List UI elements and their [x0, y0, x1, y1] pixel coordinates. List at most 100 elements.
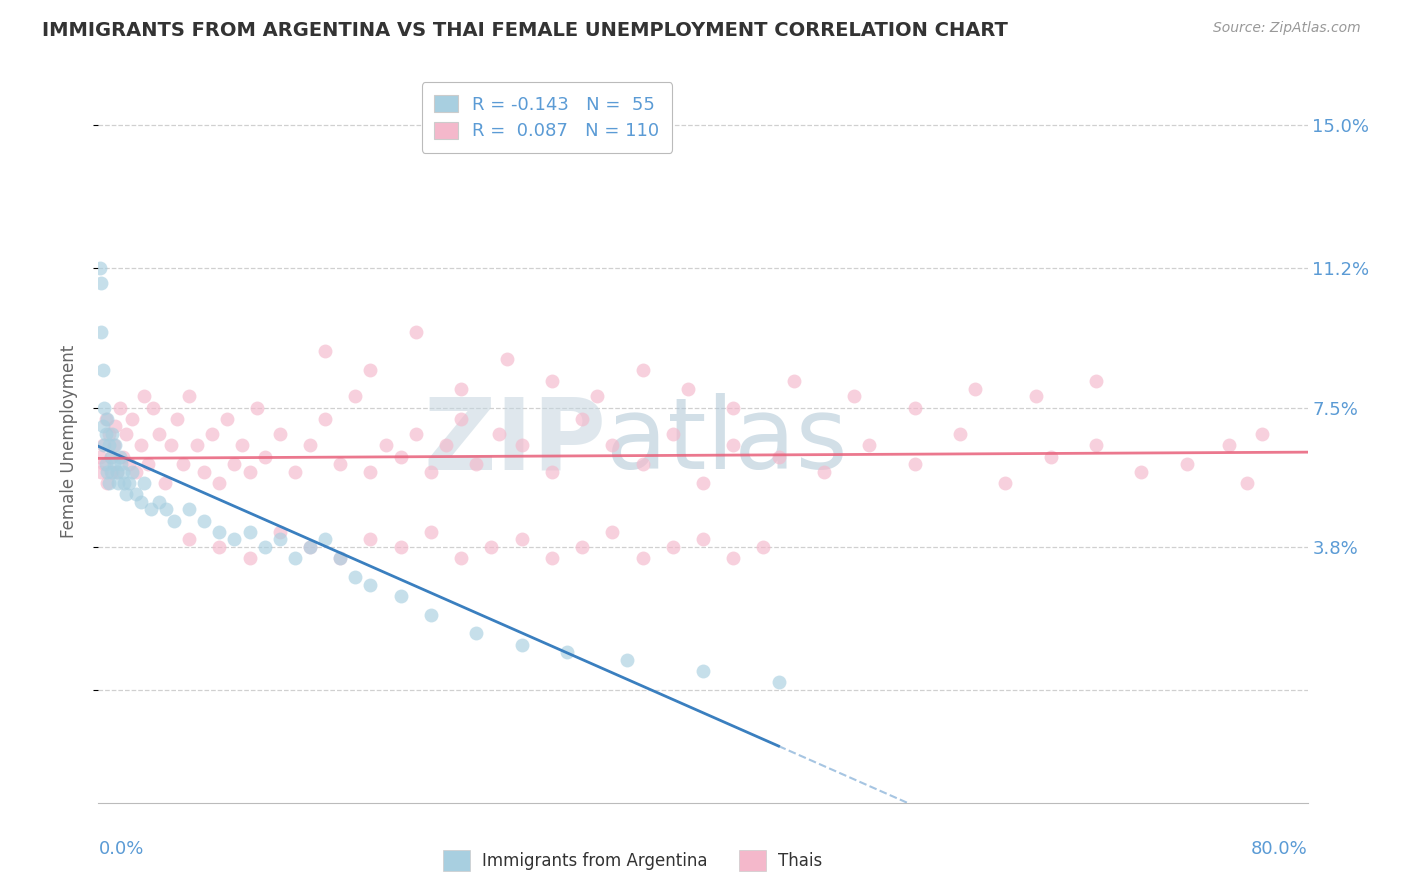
Point	[389, 589, 412, 603]
Point	[723, 438, 745, 452]
Point	[239, 551, 262, 566]
Point	[132, 475, 155, 490]
Point	[89, 261, 111, 276]
Point	[94, 427, 117, 442]
Point	[768, 675, 790, 690]
Point	[465, 457, 488, 471]
Point	[450, 551, 472, 566]
Point	[163, 514, 186, 528]
Point	[118, 475, 141, 490]
Point	[104, 438, 127, 452]
Point	[1085, 374, 1108, 388]
Text: IMMIGRANTS FROM ARGENTINA VS THAI FEMALE UNEMPLOYMENT CORRELATION CHART: IMMIGRANTS FROM ARGENTINA VS THAI FEMALE…	[42, 21, 1008, 40]
Point	[1218, 438, 1240, 452]
Point	[752, 540, 775, 554]
Point	[172, 457, 194, 471]
Point	[994, 475, 1017, 490]
Point	[98, 427, 121, 442]
Point	[100, 450, 122, 464]
Text: 0.0%: 0.0%	[98, 840, 143, 858]
Text: ZIP: ZIP	[423, 393, 606, 490]
Point	[155, 502, 177, 516]
Bar	[740, 850, 766, 871]
Point	[723, 401, 745, 415]
Point	[231, 438, 253, 452]
Point	[105, 465, 128, 479]
Point	[488, 427, 510, 442]
Point	[949, 427, 972, 442]
Point	[111, 450, 134, 464]
Point	[108, 401, 131, 415]
Point	[179, 389, 201, 403]
Point	[201, 427, 224, 442]
Point	[253, 540, 276, 554]
Point	[246, 401, 269, 415]
Point	[96, 475, 118, 490]
Point	[1251, 427, 1274, 442]
Point	[1024, 389, 1046, 403]
Point	[405, 427, 427, 442]
Point	[193, 514, 215, 528]
Point	[101, 465, 124, 479]
Point	[118, 457, 141, 471]
Point	[783, 374, 806, 388]
Point	[96, 412, 118, 426]
Point	[90, 326, 112, 340]
Point	[965, 382, 987, 396]
Point	[314, 533, 336, 547]
Point	[103, 457, 125, 471]
Point	[105, 465, 128, 479]
Point	[186, 438, 208, 452]
Point	[586, 389, 609, 403]
Point	[299, 438, 322, 452]
Point	[602, 524, 624, 539]
Point	[420, 524, 443, 539]
Point	[1175, 457, 1198, 471]
Point	[299, 540, 322, 554]
Point	[420, 465, 443, 479]
Point	[465, 626, 488, 640]
Point	[284, 465, 307, 479]
Point	[179, 533, 201, 547]
Point	[495, 351, 517, 366]
Point	[434, 438, 457, 452]
Point	[215, 412, 238, 426]
Point	[631, 551, 654, 566]
Point	[94, 457, 117, 471]
Point	[111, 465, 134, 479]
Point	[121, 465, 143, 479]
Point	[91, 363, 114, 377]
Text: atlas: atlas	[606, 393, 848, 490]
Point	[602, 438, 624, 452]
Point	[91, 438, 114, 452]
Point	[114, 427, 136, 442]
Point	[481, 540, 503, 554]
Point	[692, 664, 714, 678]
Point	[104, 419, 127, 434]
Point	[98, 438, 121, 452]
Point	[904, 401, 927, 415]
Point	[94, 412, 117, 426]
Point	[269, 533, 291, 547]
Point	[193, 465, 215, 479]
Point	[96, 465, 118, 479]
Point	[121, 412, 143, 426]
Point	[692, 533, 714, 547]
Point	[540, 551, 562, 566]
Point	[329, 551, 352, 566]
Point	[571, 540, 593, 554]
Point	[540, 465, 562, 479]
Point	[208, 540, 231, 554]
Text: 80.0%: 80.0%	[1251, 840, 1308, 858]
Point	[768, 450, 790, 464]
Point	[224, 533, 246, 547]
Point	[269, 427, 291, 442]
Point	[813, 465, 835, 479]
Point	[314, 412, 336, 426]
Point	[344, 570, 367, 584]
Point	[153, 475, 176, 490]
Point	[1039, 450, 1062, 464]
Point	[450, 382, 472, 396]
Point	[208, 475, 231, 490]
Point	[450, 412, 472, 426]
